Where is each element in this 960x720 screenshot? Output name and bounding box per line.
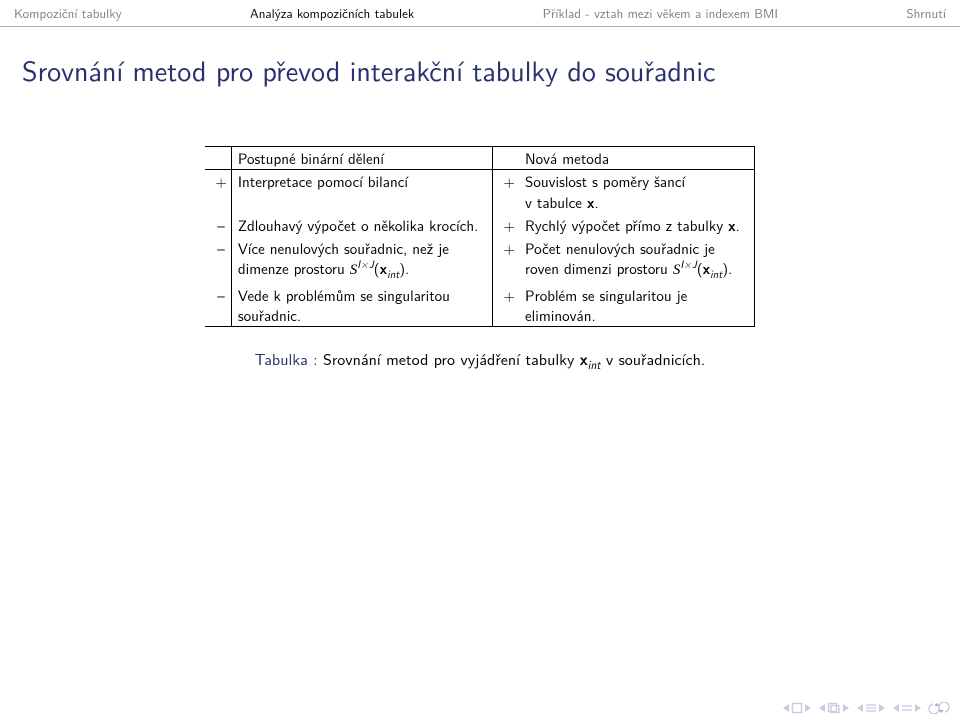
right-row-sign-3: + xyxy=(493,284,519,327)
nav-tab-1[interactable]: Kompoziční tabulky xyxy=(0,4,136,23)
nav-tab-3[interactable]: Příklad - vztah mezi věkem a indexem BMI xyxy=(529,4,792,23)
right-row-sign-0: + xyxy=(493,170,519,214)
caption-suffix: v souřadnicích. xyxy=(601,347,706,370)
caption-sub: int xyxy=(588,357,601,374)
section-nav: Kompoziční tabulky Analýza kompozičních … xyxy=(0,0,960,27)
comparison-table: Postupné binární dělení Nová metoda + In… xyxy=(205,146,755,327)
left-header: Postupné binární dělení xyxy=(231,147,492,170)
left-row-text-3: Vede k problémům se singularitousouřadni… xyxy=(231,284,492,327)
left-row-sign-3: – xyxy=(205,284,231,327)
right-row-text-2: Počet nenulových souřadnic jeroven dimen… xyxy=(519,237,754,284)
left-row-sign-0: + xyxy=(205,170,231,214)
left-row-sign-2: – xyxy=(205,237,231,284)
nav-subsection-icon[interactable] xyxy=(856,702,886,714)
left-row-text-2: Více nenulových souřadnic, než jedimenze… xyxy=(231,237,492,284)
beamer-nav-footer xyxy=(782,702,950,714)
nav-slide-icon[interactable] xyxy=(782,702,812,714)
slide-body: Postupné binární dělení Nová metoda + In… xyxy=(0,96,960,374)
right-row-text-1: Rychlý výpočet přímo z tabulky x. xyxy=(519,214,754,237)
nav-frame-icon[interactable] xyxy=(818,702,850,714)
right-row-sign-1: + xyxy=(493,214,519,237)
left-row-text-1: Zdlouhavý výpočet o několika krocích. xyxy=(231,214,492,237)
right-row-sign-2: + xyxy=(493,237,519,284)
left-row-sign-1: – xyxy=(205,214,231,237)
right-header: Nová metoda xyxy=(519,147,754,170)
nav-tab-2[interactable]: Analýza kompozičních tabulek xyxy=(236,4,428,23)
nav-section-icon[interactable] xyxy=(892,702,922,714)
caption-body: Srovnání metod pro vyjádření tabulky xyxy=(323,347,580,370)
nav-tab-4[interactable]: Shrnutí xyxy=(892,4,960,23)
right-row-text-3: Problém se singularitou jeeliminován. xyxy=(519,284,754,327)
nav-back-forward-icon[interactable] xyxy=(928,702,950,714)
slide-title: Srovnání metod pro převod interakční tab… xyxy=(0,27,960,96)
table-caption: Tabulka : Srovnání metod pro vyjádření t… xyxy=(38,347,922,373)
left-row-text-0: Interpretace pomocí bilancí xyxy=(231,170,492,214)
caption-prefix: Tabulka : xyxy=(255,347,323,370)
caption-math: x xyxy=(580,347,588,370)
right-row-text-0: Souvislost s poměry šancív tabulce x. xyxy=(519,170,754,214)
